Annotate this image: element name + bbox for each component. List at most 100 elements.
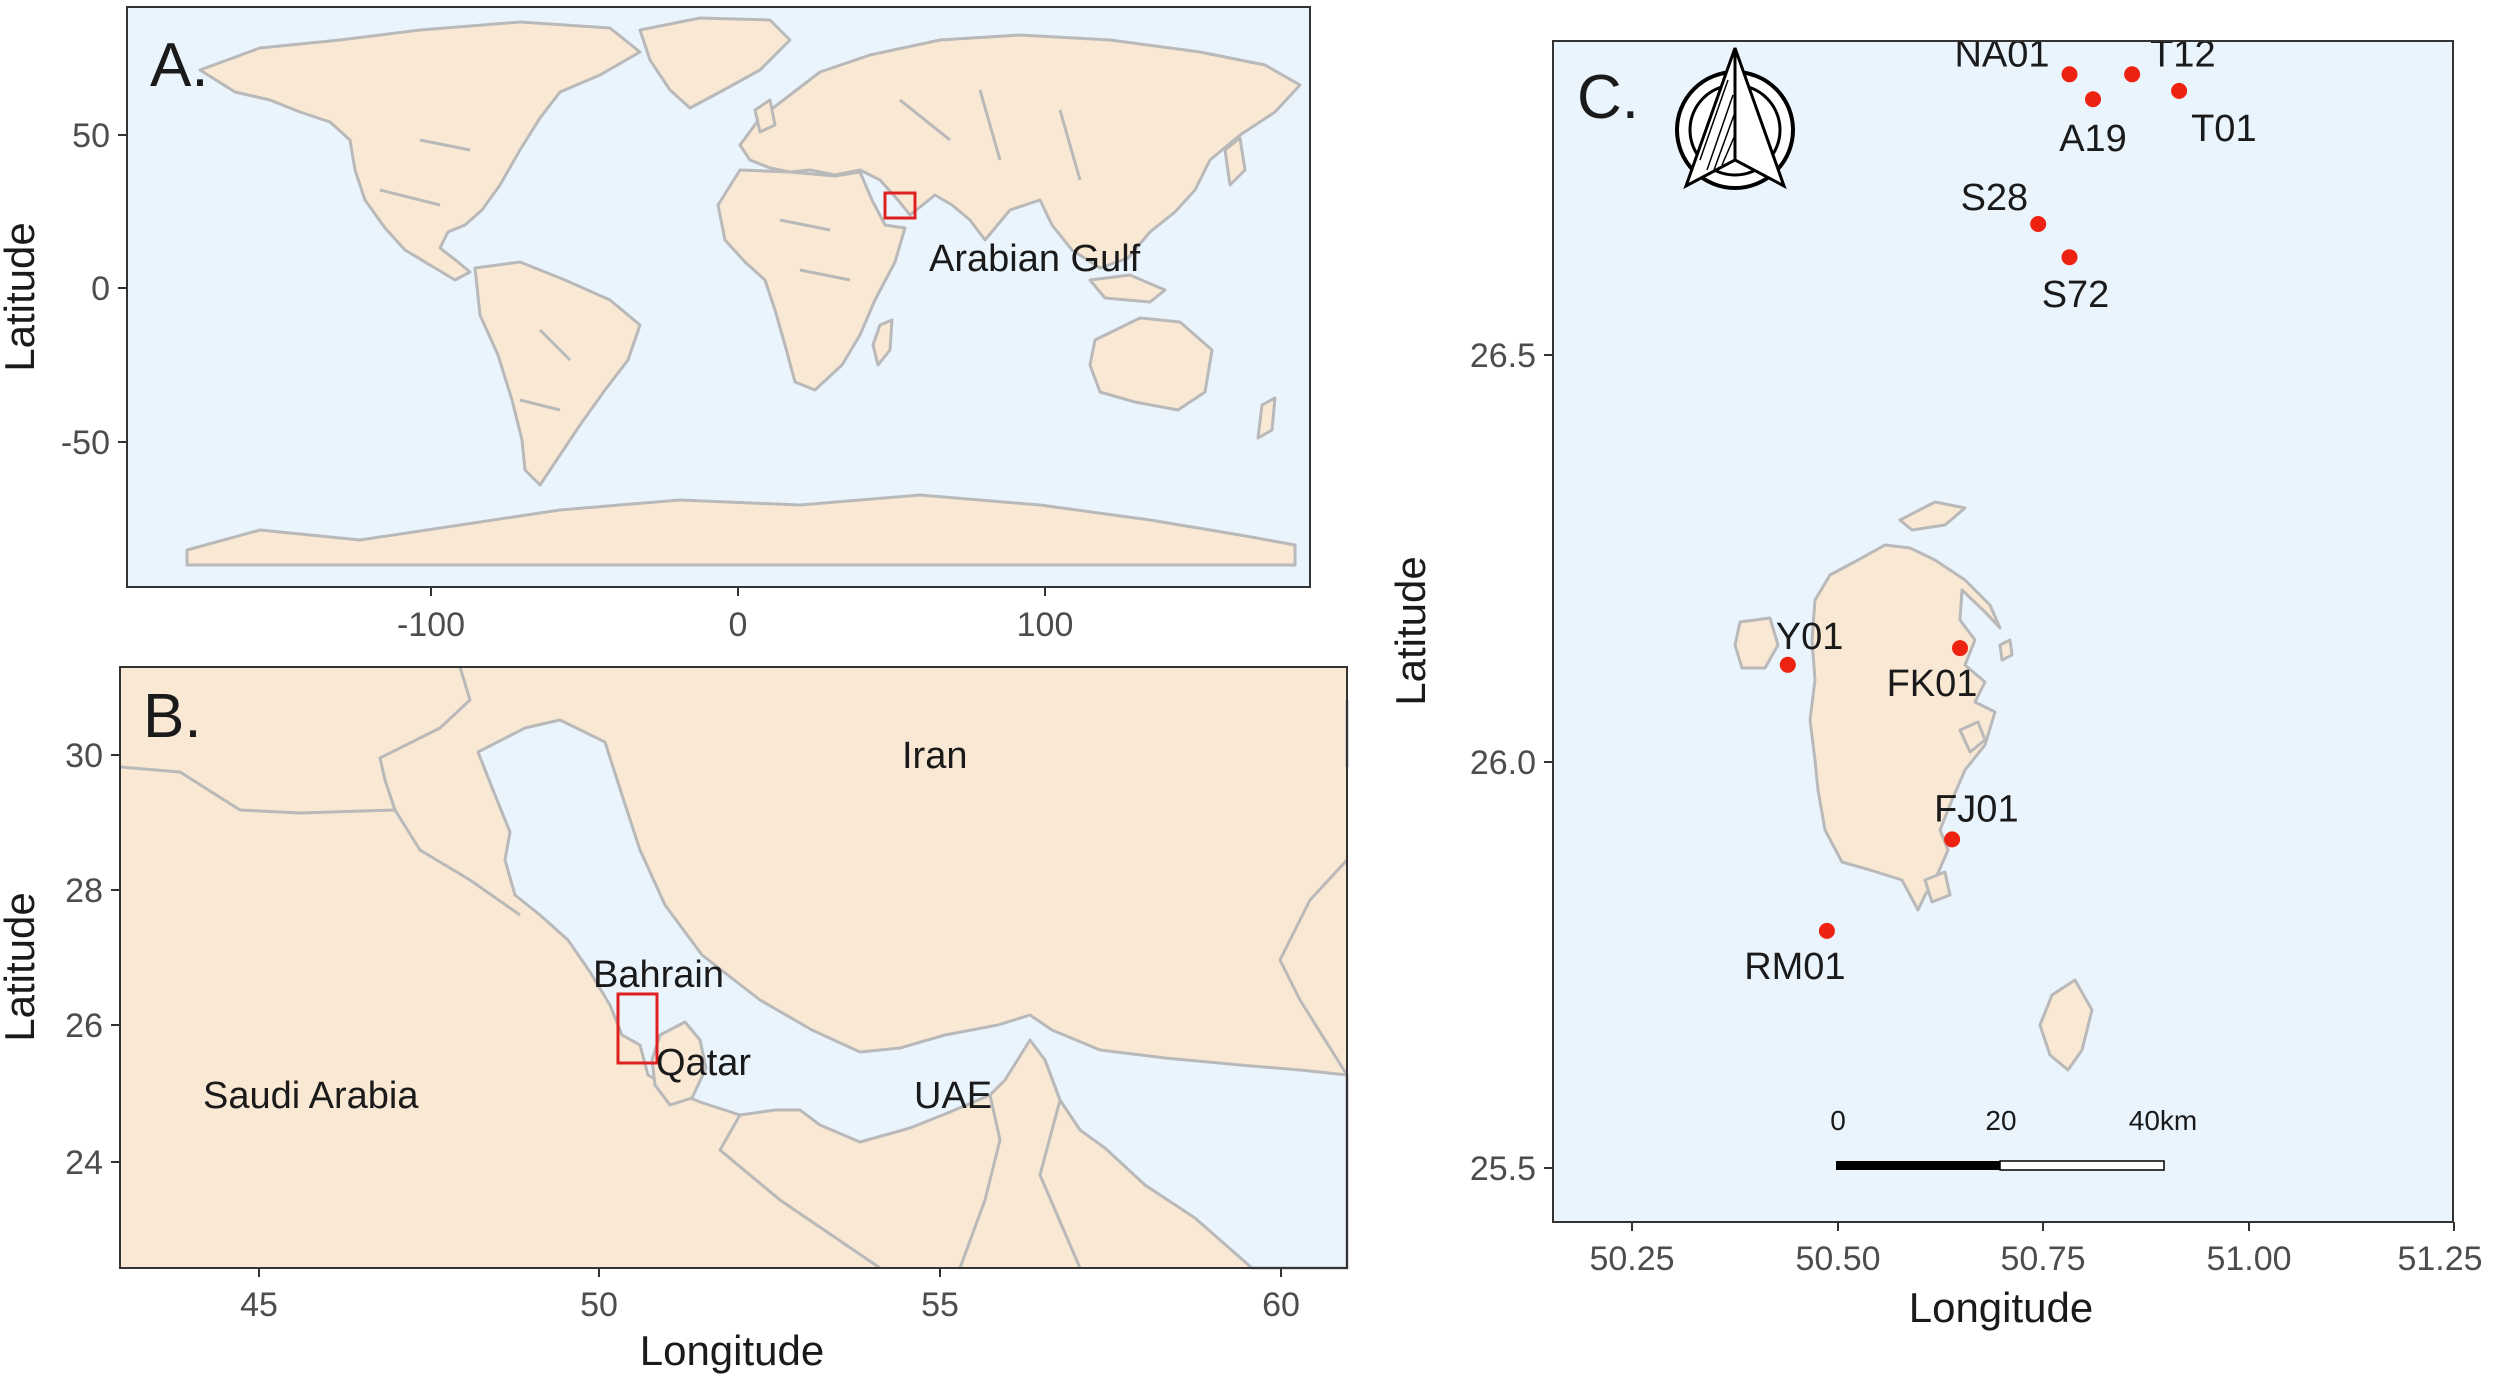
- panel-c-y-tick-label: 26.5: [1470, 337, 1536, 375]
- site-point-s72: [2061, 249, 2078, 266]
- site-point-y01: [1779, 656, 1796, 673]
- panel-a-frame: [126, 6, 1311, 588]
- nabih-saleh-island-shape: [1923, 870, 1952, 904]
- site-point-na01: [2061, 66, 2078, 83]
- australia-shape: [1088, 316, 1214, 412]
- panel-c-y-tick-label: 25.5: [1470, 1150, 1536, 1188]
- uae-label: UAE: [914, 1075, 992, 1117]
- panel-b-x-axis: 45 50 55 60: [240, 1268, 1300, 1324]
- site-point-fk01: [1952, 640, 1968, 657]
- hawar-islands-shape: [2038, 978, 2094, 1072]
- panel-a-x-tick-label: 0: [729, 606, 748, 644]
- greenland-shape: [638, 16, 792, 110]
- panel-b-x-tick-label: 60: [1262, 1286, 1300, 1324]
- scale-bar-white-segment: [1999, 1160, 2165, 1171]
- site-point-a19: [2085, 91, 2101, 108]
- north-america-shape: [198, 20, 642, 282]
- panel-b-x-tick-label: 45: [240, 1286, 278, 1324]
- arabian-gulf-highlight-box: [883, 191, 917, 220]
- site-label-t12: T12: [2150, 33, 2215, 75]
- site-point-rm01: [1818, 922, 1835, 939]
- panel-c-frame: [1552, 40, 2454, 1223]
- panel-b-y-tick-label: 30: [65, 737, 103, 775]
- site-point-fj01: [1944, 831, 1961, 848]
- panel-a-x-tick-label: -100: [397, 606, 465, 644]
- panel-b-frame: [119, 666, 1348, 1269]
- bahrain-label: Bahrain: [593, 954, 724, 996]
- panel-b-y-tick-label: 28: [65, 872, 103, 910]
- site-point-t12: [2124, 66, 2141, 83]
- panel-c-x-axis: 50.25 50.50 50.75 51.00 51.25: [1589, 1222, 2483, 1278]
- site-label-fj01: FJ01: [1934, 788, 2018, 830]
- panel-a-continents: [185, 16, 1302, 567]
- madagascar-shape: [871, 318, 894, 367]
- panel-a-x-axis: -100 0 100: [397, 587, 1073, 644]
- sitra-island-shape: [1958, 720, 1987, 754]
- site-label-y01: Y01: [1776, 616, 1844, 658]
- panel-b-y-tick-label: 26: [65, 1007, 103, 1045]
- panel-c-x-tick-label: 51.25: [2397, 1240, 2482, 1278]
- panel-a-world-map: Arabian Gulf A. -100 0 100 50 0 -50 Lati…: [0, 6, 1311, 644]
- north-arrow-right-half: [1733, 47, 1787, 190]
- arabian-gulf-label: Arabian Gulf: [929, 238, 1141, 280]
- new-zealand-shape: [1256, 396, 1277, 440]
- muharraq-island-shape: [1898, 500, 1967, 532]
- site-label-t01: T01: [2191, 108, 2256, 150]
- panel-c-x-tick-label: 50.75: [2000, 1240, 2085, 1278]
- country-borders-b: [119, 666, 1349, 1270]
- eurasia-shape: [738, 33, 1302, 270]
- africa-shape: [716, 168, 907, 392]
- panel-c-sea: [1553, 41, 2453, 1222]
- panel-a-y-tick-label: 0: [91, 270, 110, 308]
- panel-a-y-tick-label: -50: [61, 424, 110, 462]
- panel-c-y-tick-label: 26.0: [1470, 744, 1536, 782]
- site-label-s28: S28: [1961, 177, 2029, 219]
- panel-a-letter: A.: [150, 31, 209, 100]
- japan-shape: [1223, 136, 1247, 187]
- site-point-t01: [2171, 82, 2188, 99]
- panel-b-x-tick-label: 50: [580, 1286, 618, 1324]
- scale-bar-label-0: 0: [1830, 1105, 1846, 1136]
- north-arrow-icon: [1675, 47, 1795, 190]
- site-label-a19: A19: [2059, 118, 2127, 160]
- panel-a-y-tick-label: 50: [72, 117, 110, 155]
- qatar-label: Qatar: [656, 1042, 751, 1084]
- scale-bar: 0 20 40km: [1830, 1105, 2197, 1171]
- panel-c-x-tick-label: 51.00: [2206, 1240, 2291, 1278]
- site-label-na01: NA01: [1954, 33, 2049, 75]
- indonesia-shape: [1088, 273, 1167, 304]
- site-label-fk01: FK01: [1887, 663, 1978, 705]
- panel-c-x-axis-title: Longitude: [1909, 1284, 2094, 1331]
- panel-b-x-tick-label: 55: [921, 1286, 959, 1324]
- panel-b-gulf-map: Iran Bahrain Qatar Saudi Arabia UAE B. 4…: [0, 666, 1349, 1374]
- scale-bar-label-40: 40km: [2129, 1105, 2197, 1136]
- east-coast-islet-shape: [1998, 638, 2014, 662]
- site-label-rm01: RM01: [1744, 946, 1845, 988]
- iran-label: Iran: [902, 735, 967, 777]
- panel-a-y-axis: 50 0 -50: [61, 117, 127, 462]
- bahrain-main-island-shape: [1808, 543, 2002, 912]
- country-borders-a: [379, 89, 1082, 412]
- panel-b-letter: B.: [143, 682, 202, 751]
- panel-c-x-tick-label: 50.50: [1795, 1240, 1880, 1278]
- panel-c-bahrain-map: NA01 T12 A19 T01 S28 S72 Y01 FK01 FJ01 RM01 0 20 …: [1387, 33, 2483, 1331]
- panel-c-x-tick-label: 50.25: [1589, 1240, 1674, 1278]
- panel-c-letter: C.: [1577, 63, 1639, 132]
- scale-bar-black-segment: [1836, 1161, 2000, 1170]
- qatar-peninsula-shape: [650, 1020, 708, 1107]
- panel-b-y-axis-title: Latitude: [0, 892, 43, 1041]
- panel-a-x-tick-label: 100: [1017, 606, 1074, 644]
- north-arrow-hatching: [1699, 79, 1736, 171]
- scale-bar-label-20: 20: [1985, 1105, 2016, 1136]
- saudi-arabia-label: Saudi Arabia: [203, 1075, 419, 1117]
- site-label-s72: S72: [2042, 274, 2110, 316]
- site-point-s28: [2030, 216, 2047, 232]
- umm-nasan-island-shape: [1733, 616, 1780, 670]
- panel-c-y-axis-title: Latitude: [1387, 556, 1434, 705]
- panel-b-x-axis-title: Longitude: [640, 1327, 825, 1374]
- uk-shape: [753, 98, 777, 134]
- panel-a-y-axis-title: Latitude: [0, 222, 43, 371]
- bahrain-highlight-box: [616, 992, 659, 1065]
- panel-b-y-axis: 30 28 26 24: [65, 737, 120, 1182]
